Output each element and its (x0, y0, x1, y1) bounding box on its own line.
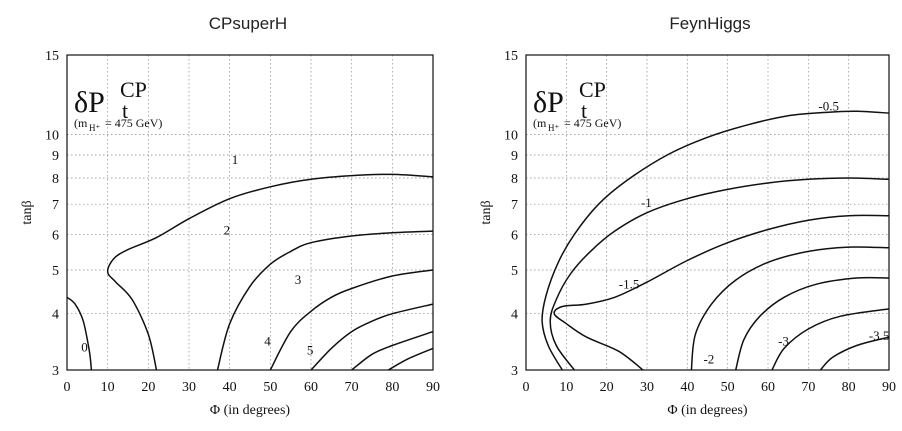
plot-frame (525, 54, 890, 371)
y-tick-labels: 3 4 5 6 7 8 9 10 15 (504, 49, 518, 379)
observable-superscript: CP (579, 77, 606, 102)
x-axis-label: Φ (in degrees) (210, 403, 291, 418)
contour-line-1 (549, 177, 890, 371)
y-tick-labels: 3 4 5 6 7 8 9 10 15 (45, 49, 59, 379)
mass-note-subscript: H⁺ (89, 123, 100, 133)
contour-label: 2 (224, 222, 231, 237)
y-axis-label: tanβ (479, 200, 494, 224)
x-tick-label: 90 (426, 380, 440, 395)
contour-line-3 (690, 246, 890, 371)
contour-line-6 (387, 347, 434, 371)
contour-line-4 (734, 276, 890, 371)
y-tick-label: 4 (511, 308, 518, 323)
contour-label: 3 (295, 272, 302, 287)
panel-feynhiggs: FeynHiggs -0.5-1-1.5-2-3 -3.5 0 10 20 30 40 50… (479, 14, 896, 418)
contour-label: -3 (778, 334, 789, 349)
y-tick-label: 4 (52, 308, 59, 323)
y-tick-label: 6 (52, 228, 59, 243)
mass-note-prefix: (m (74, 116, 88, 130)
contour-label: 1 (232, 152, 239, 167)
y-tick-label: 15 (45, 49, 59, 64)
mass-note-value: = 475 GeV) (564, 116, 621, 130)
y-tick-label: 10 (504, 128, 518, 143)
x-tick-label: 50 (721, 380, 735, 395)
contour-label: 4 (264, 334, 271, 349)
x-tick-labels: 0 10 20 30 40 50 60 70 80 90 (523, 380, 897, 395)
contour-lines (541, 110, 890, 371)
contour-label: -1 (641, 195, 652, 210)
y-tick-label: 8 (52, 172, 59, 187)
x-tick-label: 50 (263, 380, 277, 395)
panel-cpsuperh: CPsuperH 0 1 2 3 4 5 0 10 20 30 40 50 60 70 80 90 3 4 5 6… (20, 14, 440, 418)
contour-line-0 (541, 110, 890, 371)
contour-labels: 0 1 2 3 4 5 (81, 152, 313, 357)
x-tick-label: 30 (640, 380, 654, 395)
observable-annotation: δP CP t (m H⁺ = 475 GeV) (533, 77, 621, 133)
y-axis-label: tanβ (20, 200, 35, 224)
plot-frame (66, 54, 434, 371)
observable-subscript: t (122, 98, 128, 123)
contour-line-0 (66, 296, 93, 371)
x-axis-label: Φ (in degrees) (667, 403, 748, 418)
x-tick-label: 60 (761, 380, 775, 395)
x-tick-label: 70 (345, 380, 359, 395)
observable-superscript: CP (120, 77, 147, 102)
mass-note-prefix: (m (533, 116, 547, 130)
observable-symbol: δP (533, 86, 564, 119)
contour-line-5 (351, 330, 434, 371)
y-tick-label: 3 (52, 364, 59, 379)
y-tick-label: 7 (52, 198, 59, 213)
mass-note-subscript: H⁺ (548, 123, 559, 133)
x-tick-label: 10 (559, 380, 573, 395)
y-tick-label: 7 (511, 198, 518, 213)
observable-annotation: δP CP t (m H⁺ = 475 GeV) (74, 77, 162, 133)
x-tick-label: 70 (801, 380, 815, 395)
contour-lines (66, 173, 434, 371)
y-tick-label: 5 (511, 264, 518, 279)
y-tick-label: 3 (511, 364, 518, 379)
x-tick-label: 10 (101, 380, 115, 395)
grid (67, 55, 433, 370)
contour-line-5 (771, 308, 890, 371)
observable-symbol: δP (74, 86, 105, 119)
contour-line-4 (310, 303, 434, 371)
contour-line-3 (269, 269, 434, 371)
contour-label: -2 (703, 352, 714, 367)
contour-label: -3.5 (869, 328, 890, 343)
y-tick-label: 10 (45, 128, 59, 143)
y-tick-label: 9 (511, 149, 518, 164)
x-tick-label: 60 (304, 380, 318, 395)
mass-note-value: = 475 GeV) (105, 116, 162, 130)
observable-subscript: t (581, 98, 587, 123)
x-tick-label: 30 (182, 380, 196, 395)
x-tick-label: 0 (64, 380, 71, 395)
contour-labels: -0.5 -1 -1.5 -2 -3 -3.5 (619, 98, 890, 366)
x-tick-label: 20 (141, 380, 155, 395)
x-tick-label: 40 (223, 380, 237, 395)
contour-label: -0.5 (818, 98, 839, 113)
x-tick-label: 40 (680, 380, 694, 395)
contour-line-2 (553, 214, 890, 371)
y-tick-label: 9 (52, 149, 59, 164)
y-tick-label: 8 (511, 172, 518, 187)
x-tick-label: 80 (385, 380, 399, 395)
x-tick-label: 0 (523, 380, 530, 395)
contour-label: -1.5 (619, 276, 640, 291)
contour-line-6 (819, 336, 890, 371)
contour-label: 0 (81, 339, 88, 354)
x-tick-label: 80 (842, 380, 856, 395)
y-tick-label: 6 (511, 228, 518, 243)
chart-title: FeynHiggs (669, 14, 750, 33)
x-tick-label: 90 (882, 380, 896, 395)
contour-line-1 (106, 173, 434, 371)
x-tick-labels: 0 10 20 30 40 50 60 70 80 90 (64, 380, 441, 395)
chart-title: CPsuperH (209, 14, 287, 33)
x-tick-label: 20 (600, 380, 614, 395)
contour-label: 5 (307, 342, 314, 357)
contour-line-2 (216, 230, 434, 371)
y-tick-label: 15 (504, 49, 518, 64)
y-tick-label: 5 (52, 264, 59, 279)
